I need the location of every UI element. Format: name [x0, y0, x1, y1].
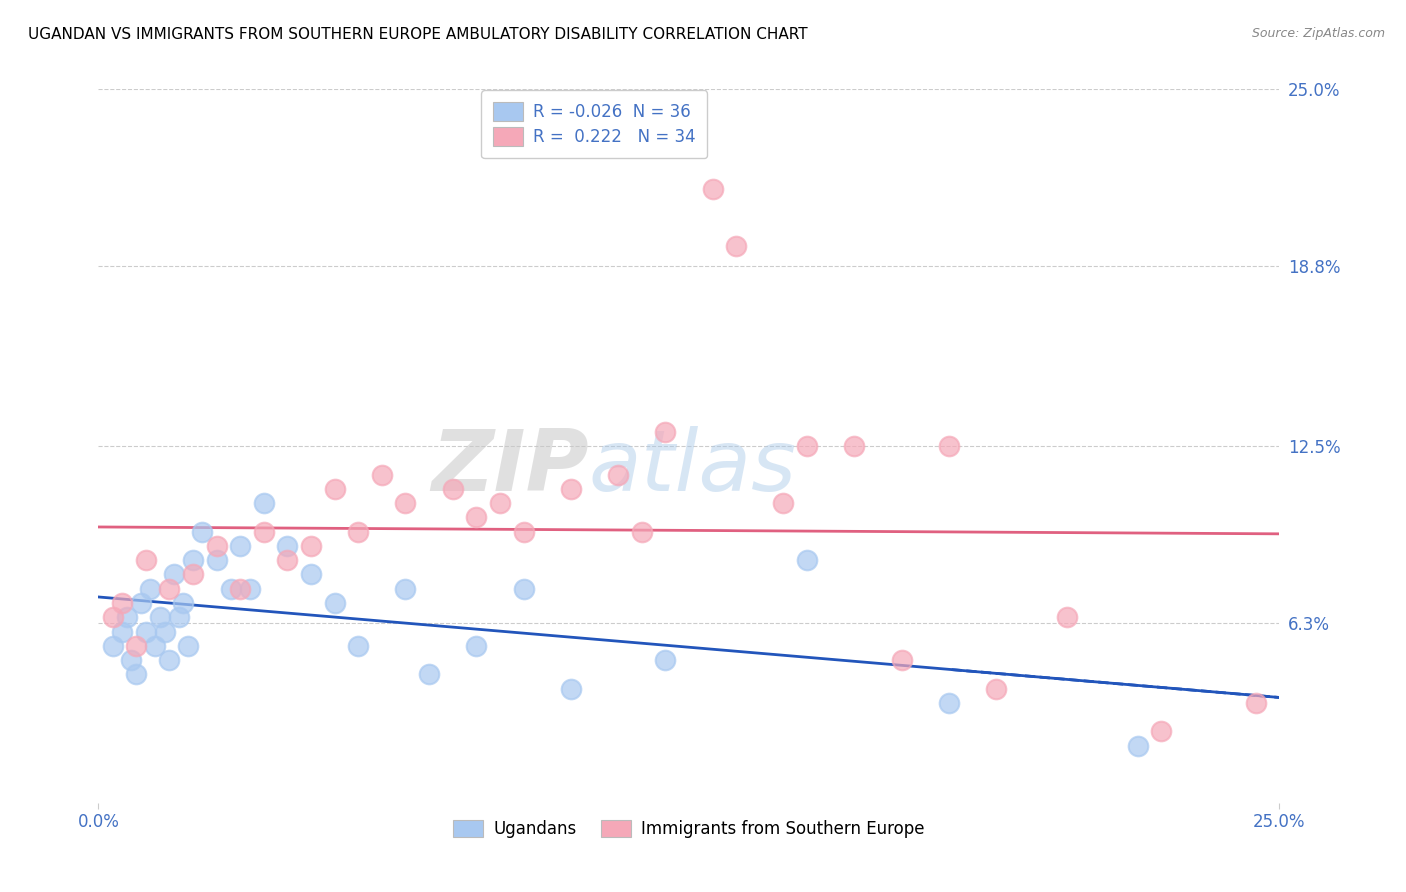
- Point: [489, 496, 512, 510]
- Point: [125, 667, 148, 681]
- Point: [121, 653, 143, 667]
- Point: [512, 524, 534, 539]
- Text: Source: ZipAtlas.com: Source: ZipAtlas.com: [1251, 27, 1385, 40]
- Point: [465, 639, 488, 653]
- Point: [101, 610, 124, 624]
- Point: [191, 524, 214, 539]
- Point: [163, 567, 186, 582]
- Point: [725, 239, 748, 253]
- Point: [157, 582, 180, 596]
- Point: [111, 596, 134, 610]
- Point: [157, 653, 180, 667]
- Point: [607, 467, 630, 482]
- Point: [299, 539, 322, 553]
- Point: [938, 439, 960, 453]
- Point: [796, 439, 818, 453]
- Point: [465, 510, 488, 524]
- Point: [125, 639, 148, 653]
- Point: [135, 624, 157, 639]
- Text: atlas: atlas: [589, 425, 797, 509]
- Point: [560, 681, 582, 696]
- Point: [560, 482, 582, 496]
- Point: [371, 467, 394, 482]
- Text: ZIP: ZIP: [430, 425, 589, 509]
- Point: [172, 596, 194, 610]
- Point: [1244, 696, 1267, 710]
- Point: [253, 496, 276, 510]
- Point: [129, 596, 152, 610]
- Point: [512, 582, 534, 596]
- Point: [890, 653, 912, 667]
- Point: [149, 610, 172, 624]
- Point: [441, 482, 464, 496]
- Point: [394, 582, 416, 596]
- Point: [135, 553, 157, 567]
- Point: [219, 582, 242, 596]
- Point: [253, 524, 276, 539]
- Point: [323, 482, 346, 496]
- Point: [229, 582, 252, 596]
- Point: [984, 681, 1007, 696]
- Point: [276, 553, 298, 567]
- Legend: Ugandans, Immigrants from Southern Europe: Ugandans, Immigrants from Southern Europ…: [446, 813, 932, 845]
- Point: [276, 539, 298, 553]
- Point: [181, 553, 204, 567]
- Point: [205, 553, 228, 567]
- Point: [418, 667, 440, 681]
- Point: [229, 539, 252, 553]
- Point: [347, 524, 370, 539]
- Point: [111, 624, 134, 639]
- Point: [654, 653, 676, 667]
- Point: [177, 639, 200, 653]
- Point: [1126, 739, 1149, 753]
- Point: [205, 539, 228, 553]
- Point: [181, 567, 204, 582]
- Point: [299, 567, 322, 582]
- Point: [772, 496, 794, 510]
- Point: [143, 639, 166, 653]
- Point: [101, 639, 124, 653]
- Point: [844, 439, 866, 453]
- Point: [347, 639, 370, 653]
- Point: [115, 610, 138, 624]
- Point: [394, 496, 416, 510]
- Point: [1150, 724, 1173, 739]
- Point: [796, 553, 818, 567]
- Point: [167, 610, 190, 624]
- Point: [702, 182, 724, 196]
- Point: [654, 425, 676, 439]
- Point: [239, 582, 262, 596]
- Point: [938, 696, 960, 710]
- Point: [153, 624, 176, 639]
- Point: [1056, 610, 1078, 624]
- Point: [630, 524, 652, 539]
- Text: UGANDAN VS IMMIGRANTS FROM SOUTHERN EUROPE AMBULATORY DISABILITY CORRELATION CHA: UGANDAN VS IMMIGRANTS FROM SOUTHERN EURO…: [28, 27, 807, 42]
- Point: [323, 596, 346, 610]
- Point: [139, 582, 162, 596]
